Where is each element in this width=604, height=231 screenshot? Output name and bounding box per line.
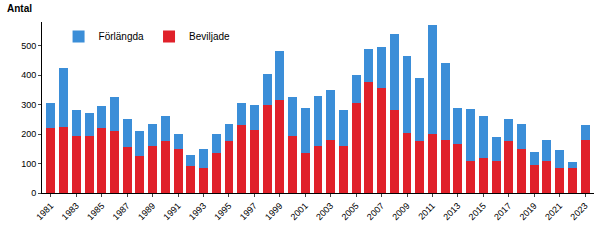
svg-text:2009: 2009 — [390, 201, 411, 222]
svg-text:1989: 1989 — [136, 201, 157, 222]
svg-text:1987: 1987 — [111, 201, 132, 222]
svg-text:200: 200 — [21, 129, 36, 139]
svg-text:Beviljade: Beviljade — [189, 31, 230, 42]
svg-text:2017: 2017 — [492, 201, 513, 222]
svg-text:1985: 1985 — [85, 201, 106, 222]
svg-text:2005: 2005 — [340, 201, 361, 222]
svg-text:1993: 1993 — [187, 201, 208, 222]
svg-text:2011: 2011 — [416, 201, 437, 222]
svg-text:400: 400 — [21, 70, 36, 80]
svg-text:2013: 2013 — [441, 201, 462, 222]
svg-text:1995: 1995 — [212, 201, 233, 222]
svg-text:300: 300 — [21, 100, 36, 110]
svg-text:2021: 2021 — [543, 201, 564, 222]
svg-text:1999: 1999 — [263, 201, 284, 222]
svg-text:1991: 1991 — [161, 201, 182, 222]
svg-text:2023: 2023 — [568, 201, 589, 222]
svg-text:1983: 1983 — [60, 201, 81, 222]
svg-text:100: 100 — [21, 159, 36, 169]
svg-text:2003: 2003 — [314, 201, 335, 222]
svg-text:Antal: Antal — [7, 3, 32, 14]
svg-text:2007: 2007 — [365, 201, 386, 222]
svg-text:2015: 2015 — [467, 201, 488, 222]
svg-text:2001: 2001 — [289, 201, 310, 222]
svg-text:2019: 2019 — [518, 201, 539, 222]
svg-text:1981: 1981 — [34, 201, 55, 222]
svg-text:500: 500 — [21, 41, 36, 51]
svg-text:0: 0 — [31, 188, 36, 198]
svg-text:1997: 1997 — [238, 201, 259, 222]
svg-text:Förlängda: Förlängda — [99, 31, 144, 42]
